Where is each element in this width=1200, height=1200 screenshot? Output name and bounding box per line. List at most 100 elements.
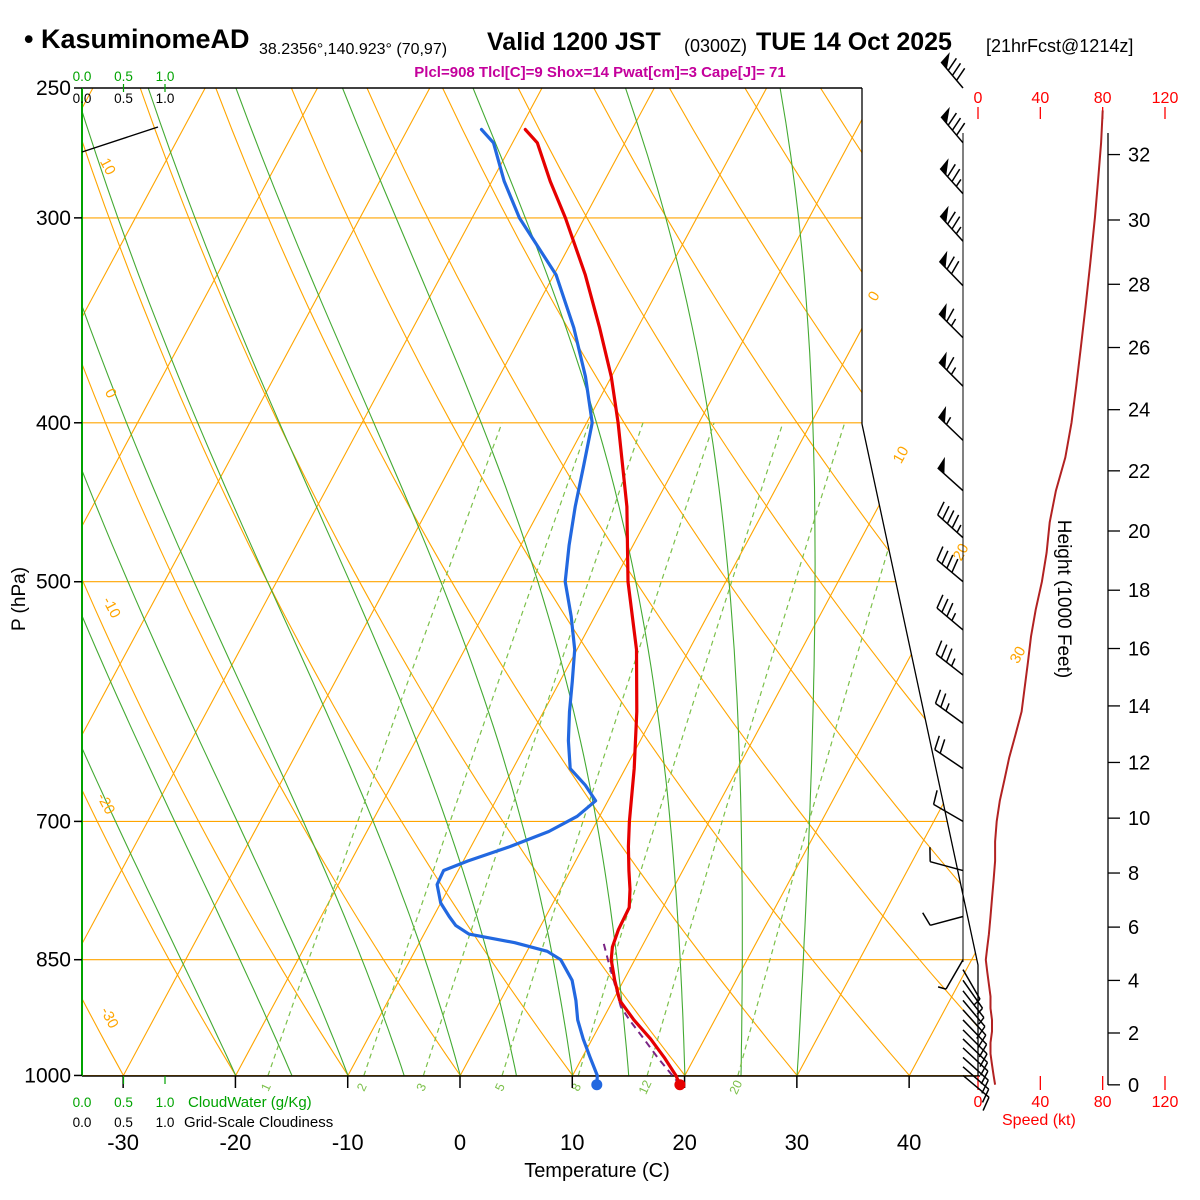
svg-text:500: 500 [36, 571, 71, 594]
svg-text:0.0: 0.0 [73, 91, 92, 106]
svg-text:0.0: 0.0 [73, 1115, 92, 1130]
temperature-curve [523, 127, 682, 1087]
svg-text:10: 10 [560, 1130, 584, 1155]
wind-barb [936, 594, 964, 631]
station-bullet-icon: • [24, 24, 34, 54]
svg-text:40: 40 [1031, 1094, 1049, 1111]
svg-text:32: 32 [1128, 145, 1150, 167]
grid-lines [82, 88, 978, 1076]
svg-text:40: 40 [1031, 90, 1049, 107]
parcel-path-curve [602, 942, 681, 1086]
station-name: KasuminomeAD [40, 24, 250, 54]
svg-text:12: 12 [636, 1078, 655, 1097]
svg-text:-10: -10 [99, 594, 124, 621]
svg-text:10: 10 [96, 155, 119, 178]
svg-text:80: 80 [1094, 1094, 1112, 1111]
svg-text:3: 3 [414, 1081, 430, 1093]
wind-barb [934, 735, 964, 770]
svg-text:1.0: 1.0 [156, 91, 175, 106]
wind-barb [938, 351, 964, 387]
svg-text:40: 40 [897, 1130, 921, 1155]
svg-text:8: 8 [1128, 863, 1139, 885]
svg-text:-10: -10 [332, 1130, 364, 1155]
svg-text:20: 20 [672, 1130, 696, 1155]
wind-barb [934, 689, 964, 724]
page-title: • KasuminomeAD [24, 24, 250, 55]
zulu-time-label: (0300Z) [684, 36, 748, 56]
svg-text:-20: -20 [93, 790, 118, 817]
wind-barb [962, 990, 985, 1025]
svg-text:0: 0 [974, 90, 983, 107]
svg-text:14: 14 [1128, 696, 1150, 718]
svg-text:250: 250 [36, 77, 71, 100]
wind-barb [938, 303, 964, 339]
svg-text:-20: -20 [220, 1130, 252, 1155]
profiles [435, 110, 1104, 1091]
plot-frame [81, 87, 980, 1077]
svg-text:24: 24 [1128, 400, 1150, 422]
wind-barb [932, 790, 964, 823]
svg-text:0.5: 0.5 [114, 1115, 133, 1130]
svg-text:1.0: 1.0 [156, 69, 175, 84]
wind-barb [937, 501, 964, 539]
wind-barb [962, 1074, 990, 1111]
forecast-run-label: [21hrFcst@1214z] [986, 36, 1134, 56]
wind-barb [937, 959, 964, 990]
wind-barb [962, 1038, 989, 1076]
station-coordinates: 38.2356°,140.923° (70,97) [259, 41, 448, 58]
surface-temp-dot [674, 1079, 686, 1091]
svg-text:4: 4 [1128, 970, 1139, 992]
temperature-axis-title: Temperature (C) [524, 1160, 670, 1182]
svg-text:120: 120 [1152, 1094, 1179, 1111]
wind-barb [940, 106, 966, 144]
dewpoint-curve [435, 127, 599, 1087]
svg-text:1.0: 1.0 [156, 1115, 175, 1130]
wind-barb [929, 847, 964, 872]
svg-text:0: 0 [454, 1130, 466, 1155]
valid-time-label: Valid 1200 JST [487, 28, 661, 56]
wind-barb [939, 205, 964, 242]
svg-text:80: 80 [1094, 90, 1112, 107]
stats-line: Plcl=908 Tlcl[C]=9 Shox=14 Pwat[cm]=3 Ca… [414, 64, 786, 81]
svg-text:-30: -30 [107, 1130, 139, 1155]
svg-text:120: 120 [1152, 90, 1179, 107]
svg-text:0: 0 [974, 1094, 983, 1111]
svg-text:10: 10 [1128, 808, 1150, 830]
wind-barb [962, 1066, 990, 1103]
svg-text:1000: 1000 [24, 1064, 71, 1087]
wind-barb [938, 250, 964, 287]
wind-barb [937, 456, 964, 492]
svg-text:0.5: 0.5 [114, 91, 133, 106]
svg-text:0: 0 [865, 289, 884, 305]
svg-text:30: 30 [785, 1130, 809, 1155]
svg-text:20: 20 [1128, 521, 1150, 543]
svg-text:22: 22 [1128, 461, 1150, 483]
wind-barb [962, 969, 981, 1006]
svg-text:700: 700 [36, 810, 71, 833]
svg-text:30: 30 [1128, 210, 1150, 232]
svg-text:16: 16 [1128, 639, 1150, 661]
svg-text:5: 5 [492, 1081, 508, 1093]
svg-text:0: 0 [1128, 1075, 1139, 1097]
wind-barb [935, 640, 964, 676]
svg-text:0.5: 0.5 [114, 69, 133, 84]
height-axis-title: Height (1000 Feet) [1053, 519, 1074, 679]
svg-text:6: 6 [1128, 917, 1139, 939]
moist-adiabat-lines [82, 88, 816, 1076]
svg-text:-30: -30 [97, 1004, 122, 1031]
cloudwater-legend: CloudWater (g/Kg) [188, 1094, 312, 1111]
pressure-axis-title: P (hPa) [9, 566, 30, 632]
wind-barb [940, 52, 966, 89]
svg-text:28: 28 [1128, 274, 1150, 296]
wind-barb [922, 912, 964, 927]
svg-text:0.5: 0.5 [114, 1095, 133, 1110]
svg-text:12: 12 [1128, 752, 1150, 774]
svg-text:20: 20 [727, 1078, 746, 1097]
svg-text:400: 400 [36, 412, 71, 435]
svg-text:2: 2 [354, 1081, 370, 1093]
svg-text:1: 1 [258, 1081, 274, 1093]
cloudiness-legend: Grid-Scale Cloudiness [184, 1114, 334, 1131]
